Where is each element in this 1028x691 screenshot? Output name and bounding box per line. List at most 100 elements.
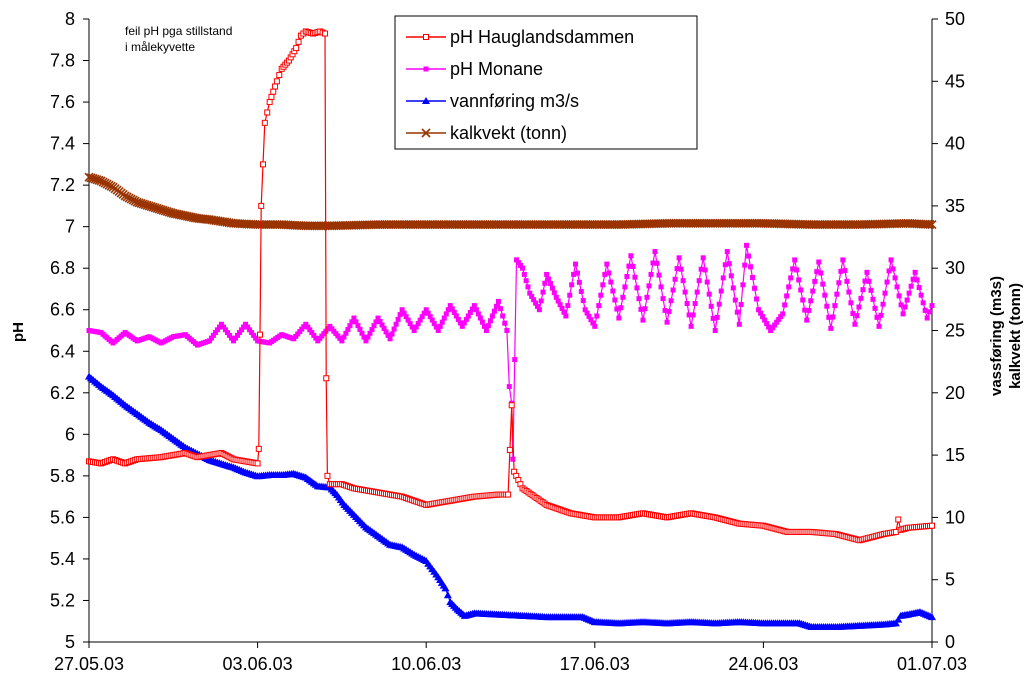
data-point bbox=[516, 260, 522, 266]
data-point bbox=[216, 324, 222, 330]
data-point bbox=[357, 326, 363, 332]
data-point bbox=[353, 319, 359, 325]
data-point bbox=[892, 528, 899, 535]
data-point bbox=[654, 260, 660, 266]
data-point bbox=[712, 328, 718, 333]
data-point bbox=[441, 584, 450, 592]
data-point bbox=[762, 317, 768, 323]
data-point bbox=[876, 323, 882, 329]
data-point bbox=[620, 294, 626, 300]
data-point bbox=[870, 296, 876, 302]
data-point bbox=[527, 290, 533, 296]
data-point bbox=[614, 306, 620, 312]
data-point bbox=[483, 328, 489, 333]
data-point bbox=[674, 266, 680, 272]
data-point bbox=[227, 332, 232, 338]
data-point bbox=[415, 321, 421, 327]
data-point bbox=[322, 30, 329, 37]
data-point bbox=[925, 219, 935, 230]
data-point bbox=[439, 319, 445, 325]
data-point bbox=[347, 323, 353, 329]
data-point bbox=[760, 314, 766, 320]
data-point bbox=[467, 310, 473, 316]
data-point bbox=[908, 283, 914, 289]
data-point bbox=[900, 311, 906, 317]
data-point bbox=[678, 266, 684, 272]
x-tick-label: 17.06.03 bbox=[560, 654, 630, 674]
data-point bbox=[698, 266, 704, 272]
data-point bbox=[247, 327, 253, 333]
data-point bbox=[706, 291, 712, 297]
data-point bbox=[529, 293, 535, 299]
data-point bbox=[544, 271, 550, 277]
data-point bbox=[235, 332, 241, 338]
data-point bbox=[257, 331, 264, 338]
data-point bbox=[808, 298, 814, 304]
data-point bbox=[359, 330, 365, 336]
data-point bbox=[405, 317, 411, 323]
data-point bbox=[469, 306, 475, 312]
data-point bbox=[794, 267, 800, 273]
data-point bbox=[914, 277, 920, 283]
data-point bbox=[672, 276, 678, 282]
data-point bbox=[210, 332, 216, 338]
data-point bbox=[500, 313, 506, 319]
data-point bbox=[842, 268, 848, 274]
data-point bbox=[505, 491, 512, 498]
data-point bbox=[576, 279, 582, 285]
data-point bbox=[812, 278, 818, 284]
data-point bbox=[510, 456, 516, 462]
data-point bbox=[443, 311, 449, 317]
left-axis-title: pH bbox=[10, 322, 27, 342]
data-point bbox=[433, 324, 439, 330]
data-point bbox=[738, 302, 744, 308]
data-point bbox=[403, 314, 409, 320]
data-point bbox=[828, 325, 834, 331]
data-point bbox=[688, 323, 694, 329]
data-point bbox=[734, 309, 740, 315]
right-axis-title-line1: vassføring (m3s) bbox=[988, 276, 1005, 396]
data-point bbox=[838, 268, 844, 274]
data-point bbox=[872, 305, 878, 311]
left-tick-label: 6 bbox=[65, 424, 75, 444]
data-point bbox=[800, 297, 806, 303]
x-tick-label: 01.07.03 bbox=[897, 654, 967, 674]
legend-label: pH Monane bbox=[450, 59, 543, 79]
data-point bbox=[493, 303, 499, 309]
data-point bbox=[656, 272, 662, 278]
data-point bbox=[640, 317, 646, 323]
data-point bbox=[459, 323, 465, 329]
data-point bbox=[571, 271, 577, 277]
data-point bbox=[251, 332, 257, 338]
data-point bbox=[475, 311, 481, 317]
data-point bbox=[612, 297, 618, 303]
data-point bbox=[600, 282, 606, 288]
data-point bbox=[670, 287, 676, 293]
left-tick-label: 7.4 bbox=[50, 134, 75, 154]
data-point bbox=[521, 271, 527, 277]
data-point bbox=[918, 292, 924, 298]
data-point bbox=[453, 313, 459, 319]
data-point bbox=[710, 315, 716, 321]
data-point bbox=[690, 312, 696, 318]
data-point bbox=[818, 270, 824, 276]
data-point bbox=[549, 285, 555, 291]
left-tick-label: 6.2 bbox=[50, 383, 75, 403]
series-0 bbox=[86, 28, 935, 544]
data-point bbox=[592, 323, 598, 329]
data-point bbox=[636, 296, 642, 302]
data-point bbox=[343, 330, 349, 336]
data-point bbox=[584, 310, 590, 316]
data-point bbox=[272, 83, 279, 90]
data-point bbox=[768, 328, 774, 333]
data-point bbox=[832, 303, 838, 309]
data-point bbox=[502, 320, 508, 326]
data-point bbox=[429, 317, 435, 323]
data-point bbox=[824, 303, 830, 309]
data-point bbox=[884, 279, 890, 285]
data-point bbox=[924, 315, 930, 321]
data-point bbox=[638, 306, 644, 312]
data-point bbox=[425, 310, 431, 316]
data-point bbox=[928, 613, 936, 621]
